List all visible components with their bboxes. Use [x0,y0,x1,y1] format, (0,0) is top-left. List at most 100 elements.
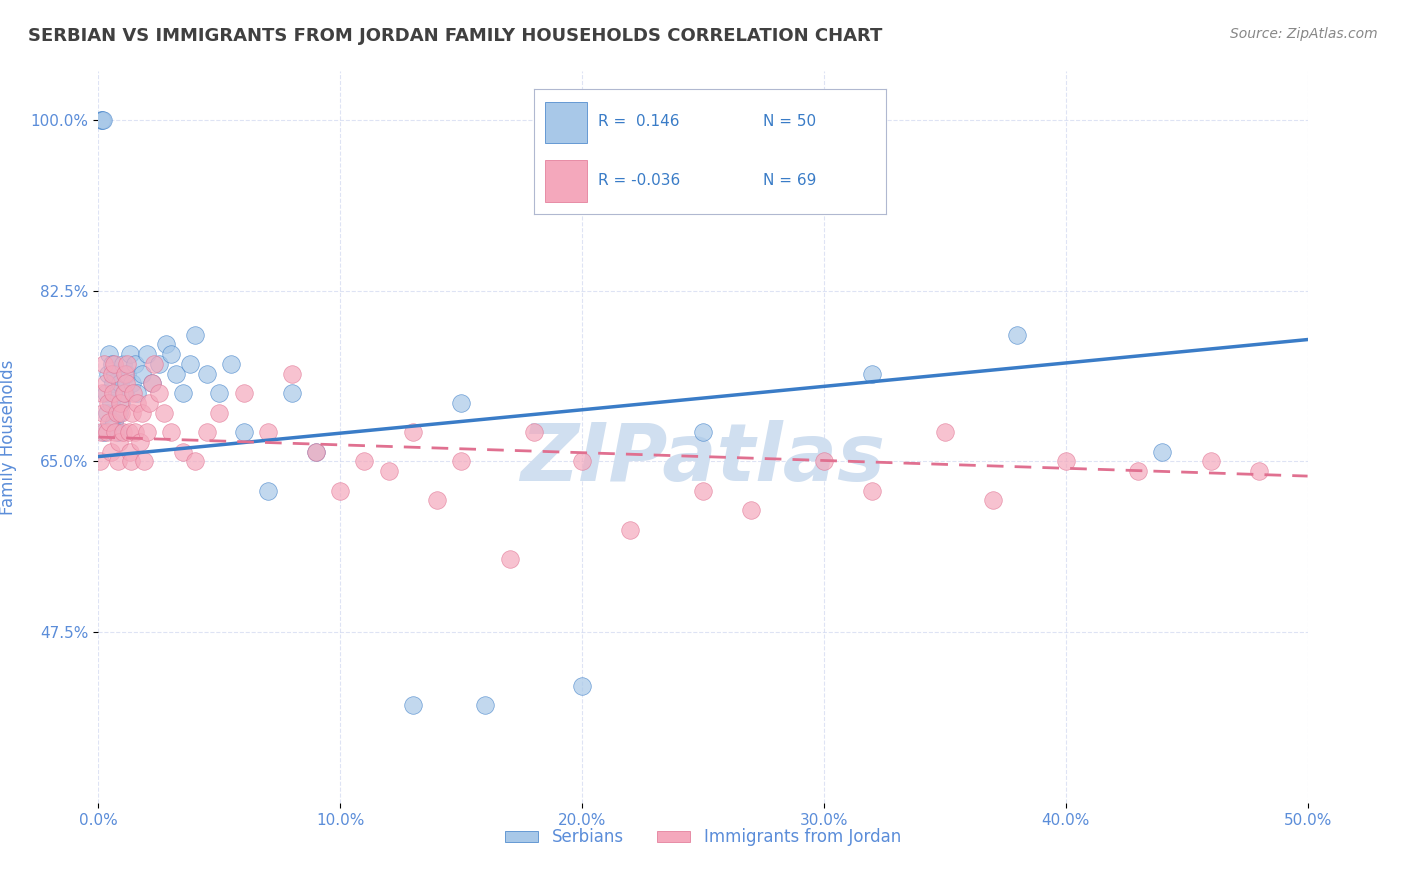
Point [208,386,231,401]
Point [1007,327,1029,342]
Point [91,386,114,401]
Point [195,425,218,440]
Text: R =  0.146: R = 0.146 [598,114,679,129]
Point [329,483,352,498]
Point [305,444,328,458]
Point [138,396,160,410]
Point [1199,454,1222,468]
Point [450,396,472,410]
Point [619,523,641,537]
Point [221,357,243,371]
Point [128,434,150,449]
Point [93,425,115,440]
Point [108,376,131,391]
Point [1249,464,1271,478]
Point [232,386,254,401]
Point [120,454,142,468]
Point [305,444,328,458]
Point [97,396,120,410]
Text: N = 50: N = 50 [762,114,815,129]
Point [426,493,449,508]
Point [208,406,231,420]
Point [122,386,145,401]
Point [100,396,122,410]
Point [94,376,117,391]
Point [571,454,593,468]
Point [108,396,131,410]
Point [195,367,218,381]
Point [474,698,496,713]
Point [148,357,170,371]
Point [114,386,136,401]
Point [111,425,134,440]
Point [104,367,127,381]
Y-axis label: Family Households: Family Households [0,359,17,515]
Point [450,454,472,468]
Point [141,376,163,391]
Point [98,416,121,430]
Point [692,483,714,498]
Text: N = 69: N = 69 [762,173,815,188]
Point [124,357,146,371]
Point [860,483,883,498]
Point [523,425,546,440]
Point [256,483,278,498]
Point [91,113,114,128]
Point [143,357,166,371]
Point [103,357,125,371]
Point [90,113,112,128]
Point [96,406,118,420]
Point [121,406,143,420]
Point [100,444,122,458]
Point [1128,464,1150,478]
Point [141,376,163,391]
Point [377,464,399,478]
Point [118,425,141,440]
Point [155,337,177,351]
Point [112,386,135,401]
Point [90,425,112,440]
Point [1054,454,1077,468]
Point [281,386,304,401]
Point [813,454,835,468]
Legend: Serbians, Immigrants from Jordan: Serbians, Immigrants from Jordan [498,822,908,853]
Point [127,396,149,410]
Point [110,406,132,420]
Point [172,386,194,401]
Point [1152,444,1174,458]
Point [135,425,157,440]
Point [232,425,254,440]
Point [571,679,593,693]
Point [498,552,520,566]
Bar [544,161,586,202]
Point [114,367,136,381]
Point [100,357,122,371]
Point [172,444,194,458]
Point [184,454,207,468]
Point [127,386,149,401]
Bar [544,102,586,143]
Point [115,376,138,391]
Point [353,454,375,468]
Point [97,367,120,381]
Point [281,367,304,381]
Point [402,425,425,440]
Point [152,406,174,420]
Point [98,347,121,361]
Point [107,425,129,440]
Point [111,357,134,371]
Point [107,454,129,468]
Point [131,406,153,420]
Point [101,386,124,401]
Point [402,698,425,713]
Point [117,367,139,381]
Point [91,113,114,128]
Point [117,357,139,371]
Point [135,347,157,361]
Point [100,367,122,381]
Text: R = -0.036: R = -0.036 [598,173,679,188]
Text: SERBIAN VS IMMIGRANTS FROM JORDAN FAMILY HOUSEHOLDS CORRELATION CHART: SERBIAN VS IMMIGRANTS FROM JORDAN FAMILY… [28,27,883,45]
Point [108,434,131,449]
Point [184,327,207,342]
Point [105,406,128,420]
